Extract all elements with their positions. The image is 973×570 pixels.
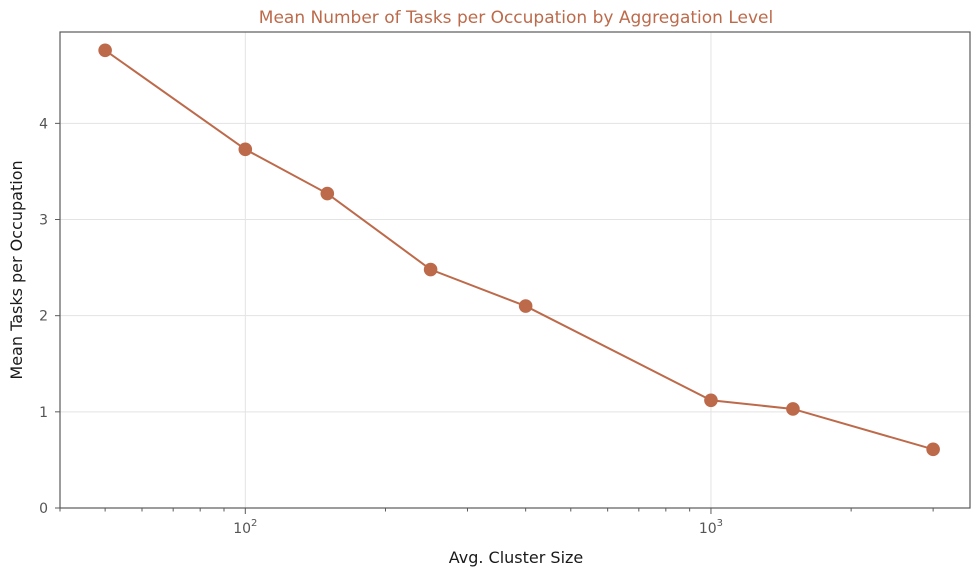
data-point [98,43,112,58]
plot-frame [59,31,971,509]
axis-ticks: 0 1 2 3 4 102 103 [39,116,934,537]
series [98,43,940,457]
y-tick-label: 3 [39,213,48,229]
series-line [104,49,934,451]
y-axis-label: Mean Tasks per Occupation [7,160,26,379]
x-tick-label: 102 [233,518,257,537]
data-point [704,393,718,408]
y-tick-label: 4 [39,116,48,132]
y-tick-label: 1 [39,405,48,421]
data-point [238,142,253,157]
y-tick-label: 2 [39,309,48,325]
data-point [518,299,533,313]
data-point [320,186,335,201]
data-point [423,262,438,277]
y-tick-label: 0 [39,501,48,517]
chart-title: Mean Number of Tasks per Occupation by A… [259,8,773,28]
grid [60,32,970,508]
x-axis-label: Avg. Cluster Size [449,548,584,567]
x-tick-label: 103 [699,518,723,537]
data-point [786,402,800,416]
data-point [926,442,940,457]
